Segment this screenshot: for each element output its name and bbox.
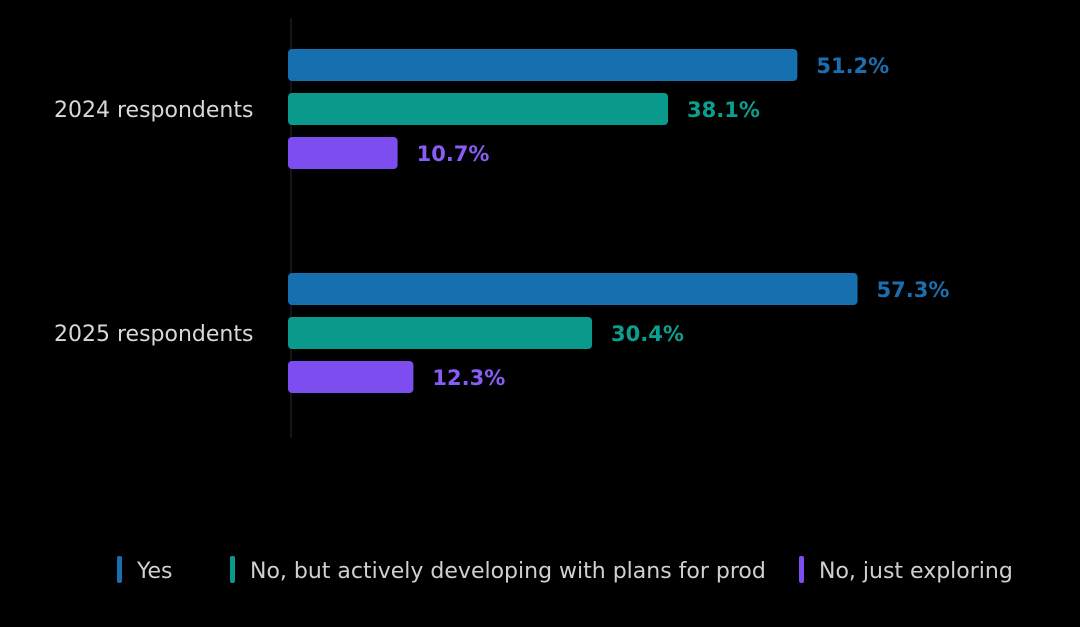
legend-swatch — [799, 556, 804, 583]
legend-item: Yes — [117, 556, 173, 584]
legend-swatch — [230, 556, 235, 583]
data-label: 38.1% — [687, 98, 760, 122]
legend-item: No, but actively developing with plans f… — [230, 556, 766, 584]
category-label: 2025 respondents — [54, 322, 253, 347]
legend-item: No, just exploring — [799, 556, 1013, 584]
data-label: 12.3% — [432, 366, 505, 390]
data-label: 51.2% — [816, 54, 889, 78]
bar — [288, 273, 858, 305]
value-labels: 51.2% 38.1% 10.7% 57.3% 30.4% 12.3% — [417, 54, 950, 390]
bar — [288, 317, 593, 349]
category-labels: 2024 respondents 2025 respondents — [54, 98, 253, 347]
legend-swatch — [117, 556, 122, 583]
category-label: 2024 respondents — [54, 98, 253, 123]
bar — [288, 93, 669, 125]
legend-label: No, just exploring — [819, 559, 1013, 584]
data-label: 57.3% — [877, 278, 950, 302]
data-label: 30.4% — [611, 322, 684, 346]
data-label: 10.7% — [417, 142, 490, 166]
legend-label: No, but actively developing with plans f… — [250, 559, 766, 584]
legend-label: Yes — [136, 559, 173, 584]
bars — [288, 49, 858, 393]
bar — [288, 361, 414, 393]
bar — [288, 137, 398, 169]
bar — [288, 49, 798, 81]
legend: Yes No, but actively developing with plan… — [117, 556, 1013, 584]
